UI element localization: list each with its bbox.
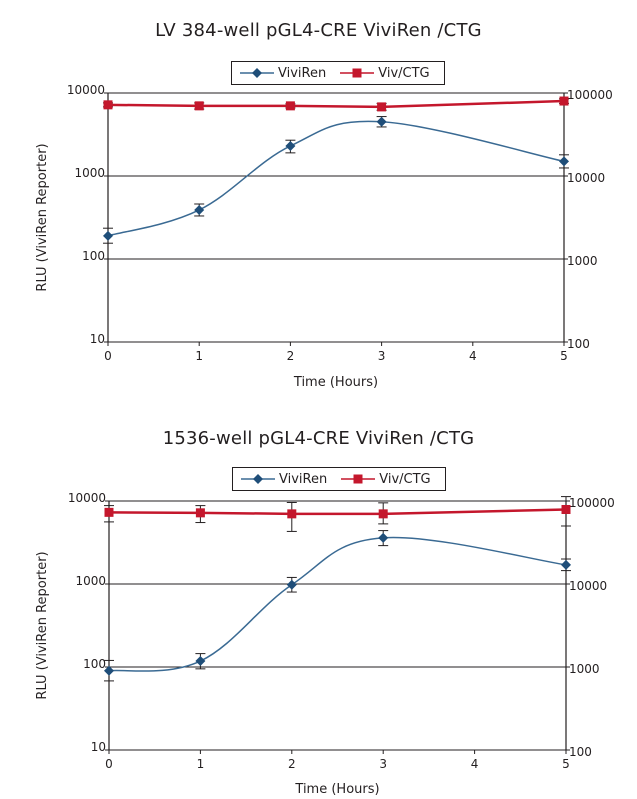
x-tick-label: 5 (562, 757, 570, 771)
y-tick-label: 10 (91, 740, 106, 754)
series-line (108, 508, 567, 516)
data-point-diamond (285, 140, 296, 151)
data-point-square (378, 509, 388, 519)
chart-panel-top: LV 384-well pGL4-CRE ViviRen /CTG ViviRe… (35, 20, 613, 390)
data-point-square (287, 509, 297, 519)
y-tick-label: 1000 (75, 574, 106, 588)
legend-label: ViviRen (279, 471, 328, 487)
chart-legend: ViviRen Viv/CTG (231, 61, 445, 85)
data-point-diamond (103, 230, 113, 241)
legend-label: ViviRen (278, 65, 327, 81)
y2-tick-label: 10000 (569, 579, 607, 593)
data-point-square (561, 504, 571, 514)
chart-panel-bottom: 1536-well pGL4-CRE ViviRen /CTG ViviRen … (0, 408, 637, 799)
data-point-square (104, 507, 114, 517)
data-point-square (195, 508, 205, 518)
y-tick-label: 100 (83, 657, 106, 671)
data-point-square (103, 100, 113, 110)
x-tick-label: 2 (287, 349, 295, 363)
data-point-square (377, 102, 387, 112)
x-tick-label: 2 (288, 757, 296, 771)
data-point-diamond (194, 204, 205, 215)
y-axis-title: RLU (ViviRen Reporter) (35, 143, 50, 291)
data-point-diamond (561, 559, 571, 570)
x-tick-label: 3 (378, 349, 386, 363)
chart-plot: 10 100 1000 10000 100 1000 10000 100000 0 1 2 3 4 5 Ti… (35, 491, 615, 797)
chart-title: LV 384-well pGL4-CRE ViviRen /CTG (155, 20, 482, 41)
legend-item-ctg: Viv/CTG (341, 471, 431, 487)
x-tick-label: 3 (379, 757, 387, 771)
y2-tick-label: 10000 (567, 171, 605, 185)
y2-tick-label: 100 (569, 745, 592, 759)
legend-item-vivi: ViviRen (240, 66, 326, 81)
y2-tick-label: 100000 (567, 88, 613, 102)
y2-tick-label: 100 (567, 337, 590, 351)
x-axis-title: Time (Hours) (293, 375, 378, 390)
series-line (107, 120, 565, 237)
x-tick-label: 0 (105, 757, 113, 771)
y-tick-label: 100 (82, 249, 105, 263)
y2-tick-label: 1000 (569, 662, 600, 676)
y-tick-label: 10 (90, 332, 105, 346)
y-tick-label: 10000 (68, 491, 106, 505)
legend-item-ctg: Viv/CTG (340, 65, 430, 81)
data-point-diamond (104, 665, 114, 676)
y2-tick-label: 1000 (567, 254, 598, 268)
x-tick-label: 1 (197, 757, 205, 771)
y2-tick-label: 100000 (569, 496, 615, 510)
y-tick-label: 10000 (67, 83, 105, 97)
x-axis-title: Time (Hours) (294, 782, 379, 797)
x-tick-label: 4 (471, 757, 479, 771)
data-point-diamond (559, 156, 569, 167)
series-line (108, 536, 567, 672)
legend-label: Viv/CTG (378, 65, 430, 81)
legend-marker-diamond-icon (241, 474, 275, 484)
x-tick-label: 1 (195, 349, 203, 363)
legend-marker-square-icon (340, 68, 375, 78)
chart-title: 1536-well pGL4-CRE ViviRen /CTG (162, 428, 475, 449)
series-line (107, 99, 565, 109)
data-point-diamond (286, 579, 297, 590)
data-point-diamond (378, 532, 389, 543)
data-point-diamond (376, 116, 387, 127)
data-point-square (559, 96, 569, 106)
chart-plot: 10 100 1000 10000 100 1000 10000 100000 0 1 2 3 4 5 Ti… (35, 83, 613, 390)
x-tick-label: 5 (560, 349, 568, 363)
data-point-diamond (195, 656, 206, 667)
legend-item-vivi: ViviRen (241, 472, 327, 487)
data-point-square (285, 101, 295, 111)
legend-marker-diamond-icon (240, 68, 274, 78)
legend-label: Viv/CTG (379, 471, 431, 487)
x-tick-label: 0 (104, 349, 112, 363)
x-tick-label: 4 (469, 349, 477, 363)
y-tick-label: 1000 (74, 166, 105, 180)
y-axis-title: RLU (ViviRen Reporter) (35, 551, 50, 699)
chart-legend: ViviRen Viv/CTG (232, 467, 446, 491)
legend-marker-square-icon (341, 474, 376, 484)
data-point-square (194, 101, 204, 111)
